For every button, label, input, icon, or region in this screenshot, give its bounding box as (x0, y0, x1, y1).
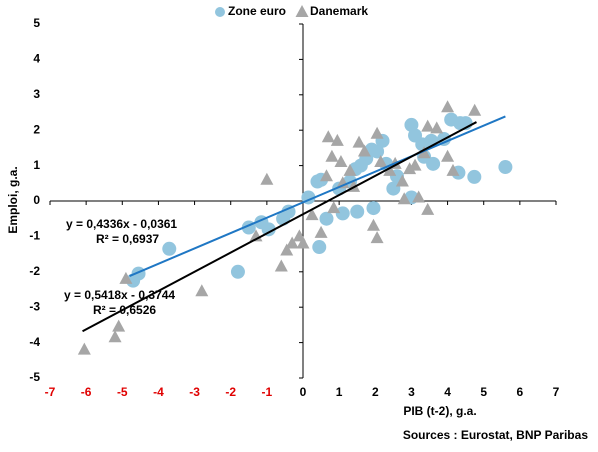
point (366, 201, 381, 216)
point (280, 243, 294, 256)
point (417, 146, 431, 159)
x-tick-label: 7 (553, 385, 560, 399)
y-tick-label: 1 (33, 158, 40, 172)
r-squared: R² = 0,6937 (96, 232, 159, 246)
source: Sources : Eurostat, BNP Paribas (403, 428, 589, 442)
equation: y = 0,5418x - 0,3744 (64, 288, 175, 302)
point (430, 121, 444, 134)
point (319, 169, 333, 182)
point (467, 169, 482, 184)
point (325, 149, 339, 162)
point (446, 163, 460, 176)
point (374, 155, 388, 168)
point (421, 119, 435, 132)
point (108, 330, 122, 343)
point (230, 264, 245, 279)
point (195, 284, 209, 297)
point (366, 218, 380, 231)
point (403, 162, 417, 175)
y-tick-label: 3 (33, 87, 40, 101)
point (77, 342, 91, 355)
equation: y = 0,4336x - 0,0361 (66, 217, 177, 231)
y-tick-label: 5 (33, 16, 40, 30)
legend-marker (215, 7, 225, 17)
y-tick-label: -2 (29, 264, 40, 278)
point (412, 190, 426, 203)
x-tick-label: 5 (480, 385, 487, 399)
point (408, 158, 422, 171)
point (336, 176, 350, 189)
y-axis-label: Emploi, g.a. (6, 166, 20, 233)
point (314, 225, 328, 238)
point (370, 231, 384, 244)
x-axis-label: PIB (t-2), g.a. (403, 404, 476, 418)
point (370, 126, 384, 139)
point (310, 174, 325, 189)
point (274, 259, 288, 272)
x-tick-label: 4 (444, 385, 451, 399)
x-tick-label: -3 (189, 385, 200, 399)
y-tick-label: 4 (33, 52, 40, 66)
point (126, 273, 141, 288)
point (112, 319, 126, 332)
point (327, 201, 341, 214)
point (357, 144, 371, 157)
y-tick-label: -1 (29, 229, 40, 243)
point (162, 241, 177, 256)
point (352, 135, 366, 148)
point (397, 192, 411, 205)
x-tick-label: 3 (408, 385, 415, 399)
point (330, 133, 344, 146)
point (404, 117, 419, 132)
point (498, 160, 513, 175)
point (321, 130, 335, 143)
legend-marker (295, 5, 309, 17)
x-tick-label: 2 (372, 385, 379, 399)
point (383, 163, 397, 176)
point (119, 271, 133, 284)
r-squared: R² = 0,6526 (93, 303, 156, 317)
y-tick-label: -5 (29, 370, 40, 384)
x-tick-label: -5 (117, 385, 128, 399)
point (334, 155, 348, 168)
x-tick-label: -4 (153, 385, 164, 399)
trendline (82, 121, 477, 333)
x-tick-label: 0 (300, 385, 307, 399)
point (441, 100, 455, 113)
point (421, 202, 435, 215)
x-tick-label: -6 (81, 385, 92, 399)
point (468, 103, 482, 116)
x-tick-label: -1 (262, 385, 273, 399)
point (296, 236, 310, 249)
point (350, 204, 365, 219)
point (312, 240, 327, 255)
x-tick-label: 6 (517, 385, 524, 399)
y-tick-label: 2 (33, 122, 40, 136)
point (305, 208, 319, 221)
legend-label: Danemark (310, 4, 368, 18)
y-tick-label: -3 (29, 299, 40, 313)
point (408, 128, 423, 143)
point (395, 174, 409, 187)
trendline (129, 115, 506, 277)
x-tick-label: -2 (225, 385, 236, 399)
legend-label: Zone euro (228, 4, 286, 18)
x-tick-label: -7 (45, 385, 56, 399)
y-tick-label: -4 (29, 335, 40, 349)
y-tick-label: 0 (33, 193, 40, 207)
x-tick-label: 1 (336, 385, 343, 399)
point (335, 206, 350, 221)
point (441, 149, 455, 162)
point (260, 172, 274, 185)
point (285, 236, 299, 249)
point (343, 163, 357, 176)
point (319, 211, 334, 226)
